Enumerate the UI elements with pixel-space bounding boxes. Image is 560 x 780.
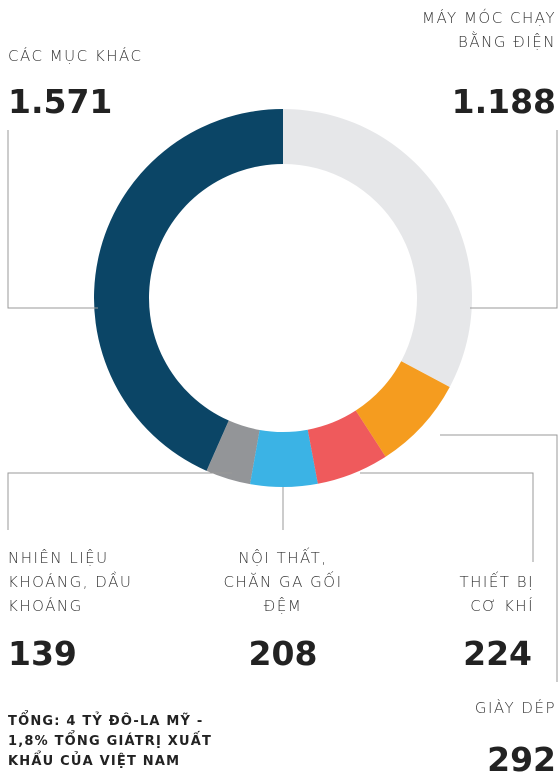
donut-slice — [283, 109, 472, 387]
category-label: THIẾT BỊ CƠ KHÍ — [459, 573, 534, 615]
category-label: NỘI THẤT, CHĂN GA GỐI ĐỆM — [223, 549, 343, 615]
value-label: 224 — [463, 634, 532, 673]
donut-slice — [355, 361, 450, 457]
category-label: GIÀY DÉP — [474, 699, 556, 717]
total-note: TỔNG: 4 TỶ ĐÔ-LA MỸ - 1,8% TỔNG GIÁTRỊ X… — [8, 714, 213, 769]
connector — [440, 434, 558, 682]
value-label: 139 — [8, 634, 77, 673]
connector — [7, 472, 232, 530]
donut-slice — [93, 109, 283, 471]
donut-slice — [206, 420, 260, 485]
connector — [360, 472, 534, 562]
value-label: 208 — [248, 634, 318, 673]
category-label: CÁC MỤC KHÁC — [8, 47, 143, 65]
donut-slice — [307, 410, 386, 484]
connector — [470, 130, 558, 309]
category-label: MÁY MÓC CHẠY BẰNG ĐIỆN — [422, 9, 556, 51]
value-label: 1.188 — [451, 82, 556, 121]
category-label: NHIÊN LIỆU KHOÁNG, DẦU KHOÁNG — [8, 549, 133, 615]
connector — [7, 130, 98, 309]
value-label: 1.571 — [8, 82, 113, 121]
donut-slice — [250, 429, 318, 488]
value-label: 292 — [487, 740, 556, 779]
